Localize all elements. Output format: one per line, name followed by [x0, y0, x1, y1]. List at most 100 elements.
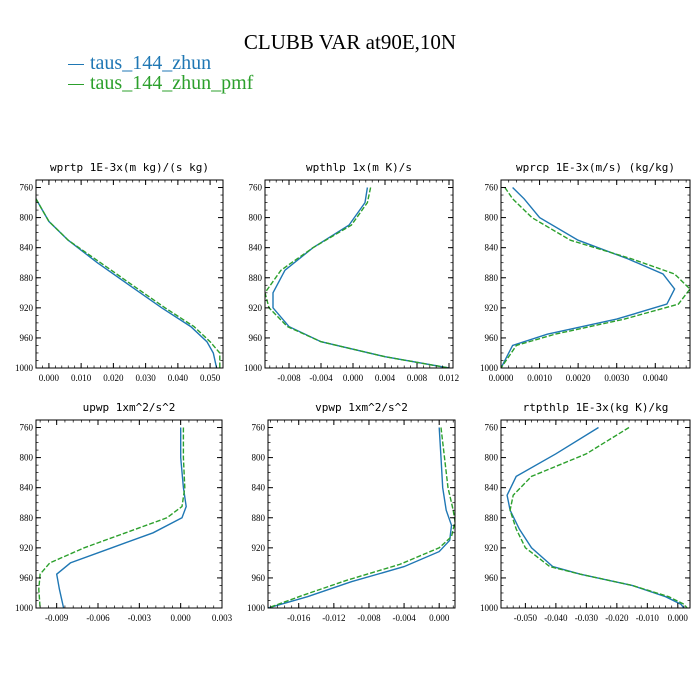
x-tick-label: 0.020: [103, 373, 124, 383]
x-tick-label: -0.020: [605, 613, 629, 623]
series-line-zhun: [55, 427, 187, 608]
x-tick-label: -0.004: [392, 613, 416, 623]
y-tick-label: 960: [485, 573, 499, 583]
legend-entry-zhun: taus_144_zhun: [68, 52, 211, 75]
x-tick-label: -0.008: [277, 373, 301, 383]
x-tick-label: 0.0000: [489, 373, 514, 383]
plot-frame: [500, 419, 691, 609]
y-tick-label: 800: [20, 213, 34, 223]
y-tick-label: 840: [249, 243, 263, 253]
x-tick-label: 0.008: [407, 373, 428, 383]
x-tick-label: 0.000: [343, 373, 364, 383]
series-line-zhun-pmf: [268, 427, 455, 608]
series-line-zhun: [501, 187, 676, 368]
y-tick-label: 760: [20, 423, 34, 433]
y-tick-label: 920: [20, 543, 34, 553]
x-tick-label: 0.0010: [527, 373, 552, 383]
y-tick-label: 840: [485, 483, 499, 493]
legend-label: taus_144_zhun_pmf: [90, 72, 254, 94]
y-tick-label: 800: [252, 453, 266, 463]
y-tick-label: 880: [485, 273, 499, 283]
x-tick-label: 0.0030: [604, 373, 629, 383]
x-tick-label: 0.030: [135, 373, 156, 383]
x-tick-label: -0.016: [287, 613, 311, 623]
y-tick-label: 840: [20, 483, 34, 493]
x-tick-label: -0.008: [357, 613, 381, 623]
x-tick-label: -0.006: [86, 613, 110, 623]
y-tick-label: 800: [20, 453, 34, 463]
figure-title: CLUBB VAR at90E,10N: [243, 30, 457, 54]
panel-title: wpthlp 1x(m K)/s: [306, 161, 412, 174]
panel-title: vpwp 1xm^2/s^2: [315, 401, 408, 414]
x-tick-label: 0.004: [375, 373, 396, 383]
y-tick-label: 760: [249, 183, 263, 193]
y-tick-label: 1000: [247, 603, 266, 613]
y-tick-label: 880: [20, 513, 34, 523]
plot-frame: [267, 419, 456, 609]
y-tick-label: 920: [249, 303, 263, 313]
y-tick-label: 840: [20, 243, 34, 253]
series-line-zhun-pmf: [36, 198, 221, 368]
x-tick-label: -0.010: [636, 613, 660, 623]
y-tick-label: 920: [485, 543, 499, 553]
y-tick-label: 1000: [480, 603, 499, 613]
x-tick-label: -0.004: [309, 373, 333, 383]
y-tick-label: 760: [252, 423, 266, 433]
y-tick-label: 840: [252, 483, 266, 493]
x-tick-label: -0.003: [128, 613, 152, 623]
x-tick-label: 0.000: [39, 373, 60, 383]
y-tick-label: 760: [20, 183, 34, 193]
x-tick-label: -0.050: [514, 613, 538, 623]
y-tick-label: 880: [252, 513, 266, 523]
y-tick-label: 880: [249, 273, 263, 283]
panel-title: wprtp 1E-3x(m kg)/(s kg): [50, 161, 209, 174]
x-tick-label: 0.003: [212, 613, 233, 623]
y-tick-label: 800: [249, 213, 263, 223]
legend-entry-zhun-pmf: taus_144_zhun_pmf: [68, 72, 253, 95]
series-line-zhun-pmf: [509, 426, 688, 608]
x-tick-label: -0.009: [45, 613, 69, 623]
series-line-zhun: [272, 187, 450, 368]
panel-title: wprcp 1E-3x(m/s) (kg/kg): [516, 161, 675, 174]
series-line-zhun-pmf: [38, 427, 186, 608]
y-tick-label: 920: [485, 303, 499, 313]
x-tick-label: 0.000: [668, 613, 689, 623]
y-tick-label: 960: [252, 573, 266, 583]
plot-frame: [35, 179, 224, 369]
y-tick-label: 880: [20, 273, 34, 283]
x-tick-label: 0.050: [200, 373, 221, 383]
y-tick-label: 960: [249, 333, 263, 343]
y-tick-label: 760: [485, 423, 499, 433]
plot-frame: [264, 179, 454, 369]
plot-frame: [35, 419, 223, 609]
y-tick-label: 880: [485, 513, 499, 523]
x-tick-label: 0.0020: [566, 373, 591, 383]
y-tick-label: 960: [485, 333, 499, 343]
x-tick-label: 0.000: [429, 613, 450, 623]
y-tick-label: 800: [485, 213, 499, 223]
panel-title: upwp 1xm^2/s^2: [83, 401, 176, 414]
y-tick-label: 800: [485, 453, 499, 463]
y-tick-label: 960: [20, 333, 34, 343]
x-tick-label: 0.000: [171, 613, 192, 623]
series-line-zhun: [36, 198, 218, 368]
panel-title: rtpthlp 1E-3x(kg K)/kg: [523, 401, 669, 414]
y-tick-label: 1000: [15, 363, 34, 373]
series-line-zhun-pmf: [265, 187, 450, 368]
legend-line-icon: [68, 83, 84, 85]
series-line-zhun: [506, 426, 685, 608]
x-tick-label: 0.040: [168, 373, 189, 383]
y-tick-label: 1000: [15, 603, 34, 613]
x-tick-label: 0.012: [439, 373, 459, 383]
y-tick-label: 1000: [480, 363, 499, 373]
x-tick-label: -0.012: [322, 613, 345, 623]
x-tick-label: 0.010: [71, 373, 92, 383]
y-tick-label: 920: [252, 543, 266, 553]
legend-line-icon: [68, 63, 84, 65]
y-tick-label: 1000: [244, 363, 263, 373]
series-line-zhun-pmf: [501, 187, 690, 368]
y-tick-label: 760: [485, 183, 499, 193]
y-tick-label: 840: [485, 243, 499, 253]
legend-label: taus_144_zhun: [90, 52, 212, 74]
x-tick-label: -0.040: [544, 613, 568, 623]
